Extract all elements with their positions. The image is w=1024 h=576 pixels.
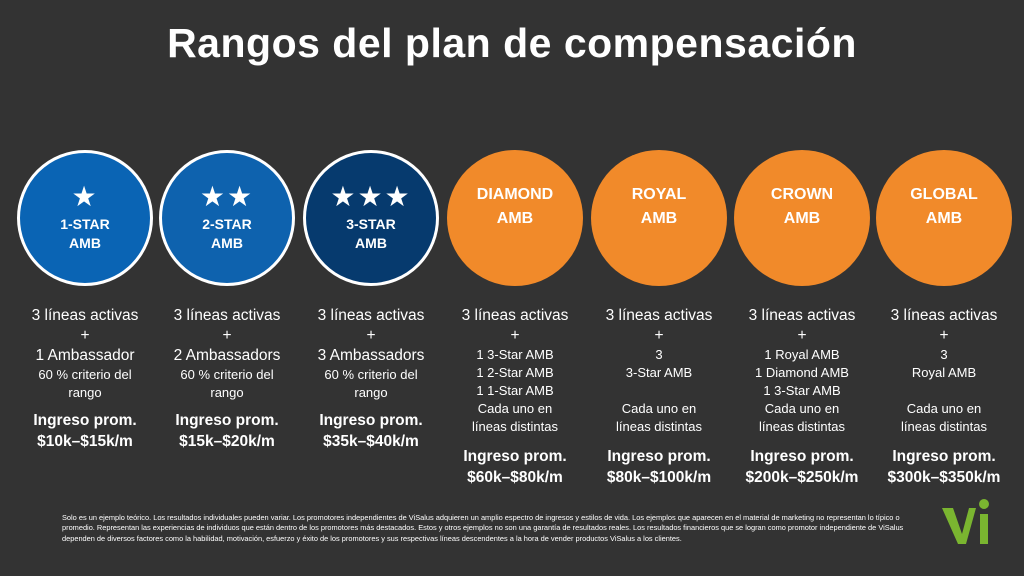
income-label: Ingreso prom.	[319, 412, 423, 429]
requirement-note: Cada uno en	[764, 401, 840, 416]
rank-badge-2-star: ★★ 2-STAR AMB	[159, 150, 295, 286]
active-lines: 3 líneas activas	[461, 307, 569, 324]
star-icon: ★★	[199, 181, 255, 212]
rank-column-global: GLOBAL AMB 3 líneas activas + 3 Royal AM…	[873, 150, 1015, 488]
rank-badge-diamond: DIAMOND AMB	[447, 150, 583, 286]
page-title: Rangos del plan de compensación	[167, 20, 857, 66]
rank-label: 3-STAR	[346, 216, 396, 232]
income-value: $80k–$100k/m	[606, 469, 712, 486]
rank-badge-1-star: ★ 1-STAR AMB	[17, 150, 153, 286]
income-label: Ingreso prom.	[175, 412, 279, 429]
requirement-line: 1 3-Star AMB	[476, 347, 554, 362]
requirement-note: 60 % criterio del	[180, 367, 274, 382]
rank-label: DIAMOND	[476, 186, 554, 203]
rank-requirements: 3 líneas activas + 1 Ambassador 60 % cri…	[14, 306, 156, 452]
rank-requirements: 3 líneas activas + 3 Ambassadors 60 % cr…	[300, 306, 442, 452]
plus-sign: +	[510, 327, 520, 344]
requirement-note: 60 % criterio del	[38, 367, 132, 382]
requirement-note: Cada uno en	[621, 401, 697, 416]
income-value: $35k–$40k/m	[323, 433, 419, 450]
disclaimer-text: Solo es un ejemplo teórico. Los resultad…	[62, 513, 904, 543]
active-lines: 3 líneas activas	[605, 307, 713, 324]
rank-column-2-star: ★★ 2-STAR AMB 3 líneas activas + 2 Ambas…	[156, 150, 298, 452]
star-icon: ★	[71, 181, 99, 212]
requirement-note: Cada uno en	[477, 401, 553, 416]
income-value: $15k–$20k/m	[179, 433, 275, 450]
requirement-note: rango	[354, 385, 388, 400]
rank-label-suffix: AMB	[496, 210, 534, 227]
visalus-logo-icon	[942, 499, 989, 544]
plus-sign: +	[939, 327, 949, 344]
rank-requirements: 3 líneas activas + 3 3-Star AMB Cada uno…	[588, 306, 730, 488]
requirement-line: 3 Ambassadors	[317, 347, 425, 364]
requirement-line: 3	[655, 347, 663, 362]
requirement-note: líneas distintas	[472, 419, 558, 434]
income-label: Ingreso prom.	[892, 448, 996, 465]
requirement-line: 1 3-Star AMB	[763, 383, 841, 398]
plus-sign: +	[654, 327, 664, 344]
rank-column-1-star: ★ 1-STAR AMB 3 líneas activas + 1 Ambass…	[14, 150, 156, 452]
requirement-line: 2 Ambassadors	[173, 347, 281, 364]
income-value: $10k–$15k/m	[37, 433, 133, 450]
requirement-line: 3	[940, 347, 948, 362]
rank-label-suffix: AMB	[783, 210, 821, 227]
rank-label-suffix: AMB	[69, 235, 101, 251]
rank-label-suffix: AMB	[355, 235, 387, 251]
rank-label: GLOBAL	[910, 186, 978, 203]
rank-label: 1-STAR	[60, 216, 110, 232]
plus-sign: +	[80, 327, 90, 344]
active-lines: 3 líneas activas	[173, 307, 281, 324]
rank-requirements: 3 líneas activas + 2 Ambassadors 60 % cr…	[156, 306, 298, 452]
plus-sign: +	[797, 327, 807, 344]
requirement-note: líneas distintas	[616, 419, 702, 434]
rank-requirements: 3 líneas activas + 3 Royal AMB Cada uno …	[873, 306, 1015, 488]
requirement-note: líneas distintas	[759, 419, 845, 434]
rank-badge-royal: ROYAL AMB	[591, 150, 727, 286]
active-lines: 3 líneas activas	[317, 307, 425, 324]
rank-badge-crown: CROWN AMB	[734, 150, 870, 286]
rank-requirements: 3 líneas activas + 1 Royal AMB 1 Diamond…	[731, 306, 873, 488]
requirement-line: 1 1-Star AMB	[476, 383, 554, 398]
active-lines: 3 líneas activas	[31, 307, 139, 324]
active-lines: 3 líneas activas	[748, 307, 856, 324]
requirement-line: 1 Royal AMB	[764, 347, 840, 362]
rank-label: 2-STAR	[202, 216, 252, 232]
rank-label-suffix: AMB	[925, 210, 963, 227]
rank-column-crown: CROWN AMB 3 líneas activas + 1 Royal AMB…	[731, 150, 873, 488]
requirement-note: 60 % criterio del	[324, 367, 418, 382]
requirement-line: 1 Ambassador	[35, 347, 135, 364]
rank-label: CROWN	[770, 186, 834, 203]
requirement-line: Royal AMB	[911, 365, 977, 380]
income-label: Ingreso prom.	[750, 448, 854, 465]
requirement-line	[873, 382, 1015, 400]
star-icon: ★★★	[330, 181, 412, 212]
rank-label-suffix: AMB	[211, 235, 243, 251]
requirement-note: rango	[210, 385, 244, 400]
rank-column-3-star: ★★★ 3-STAR AMB 3 líneas activas + 3 Amba…	[300, 150, 442, 452]
rank-badge-3-star: ★★★ 3-STAR AMB	[303, 150, 439, 286]
requirement-note: líneas distintas	[901, 419, 987, 434]
rank-badge-global: GLOBAL AMB	[876, 150, 1012, 286]
rank-column-diamond: DIAMOND AMB 3 líneas activas + 1 3-Star …	[444, 150, 586, 488]
requirement-line: 3-Star AMB	[625, 365, 693, 380]
rank-columns: ★ 1-STAR AMB 3 líneas activas + 1 Ambass…	[0, 150, 1024, 490]
income-label: Ingreso prom.	[33, 412, 137, 429]
requirement-line: 1 2-Star AMB	[476, 365, 554, 380]
plus-sign: +	[366, 327, 376, 344]
income-value: $60k–$80k/m	[467, 469, 563, 486]
rank-requirements: 3 líneas activas + 1 3-Star AMB 1 2-Star…	[444, 306, 586, 488]
requirement-note: Cada uno en	[906, 401, 982, 416]
requirement-line	[588, 382, 730, 400]
income-value: $200k–$250k/m	[745, 469, 859, 486]
rank-label: ROYAL	[631, 186, 687, 203]
active-lines: 3 líneas activas	[890, 307, 998, 324]
income-value: $300k–$350k/m	[887, 469, 1001, 486]
income-label: Ingreso prom.	[607, 448, 711, 465]
requirement-line: 1 Diamond AMB	[755, 365, 849, 380]
rank-label-suffix: AMB	[640, 210, 678, 227]
income-label: Ingreso prom.	[463, 448, 567, 465]
plus-sign: +	[222, 327, 232, 344]
requirement-note: rango	[68, 385, 102, 400]
rank-column-royal: ROYAL AMB 3 líneas activas + 3 3-Star AM…	[588, 150, 730, 488]
